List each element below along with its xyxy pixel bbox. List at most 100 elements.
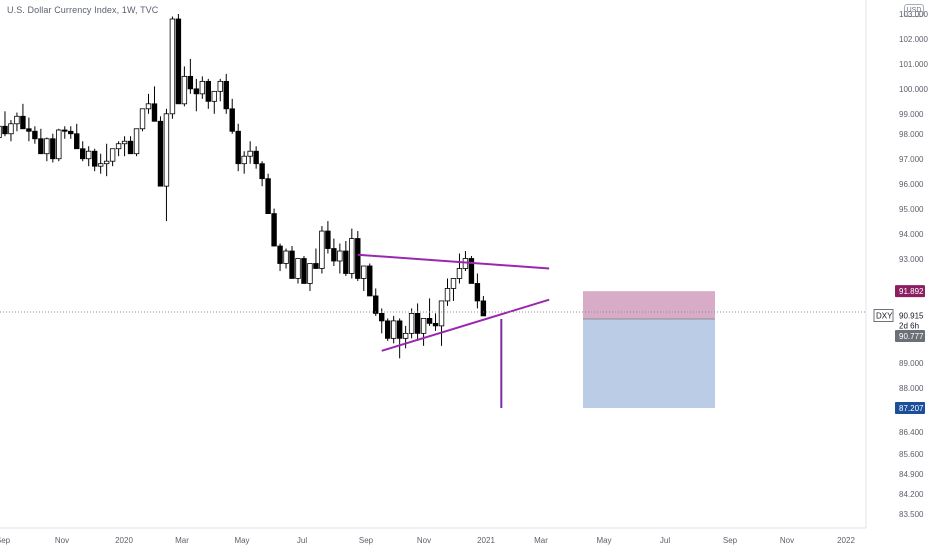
candle xyxy=(193,78,200,112)
price-tick-label: 83.500 xyxy=(899,510,924,519)
drawings[interactable] xyxy=(357,253,550,409)
target-price-label-bg xyxy=(895,402,925,415)
price-tick-label: 88.000 xyxy=(899,384,924,393)
candle-body-up xyxy=(181,75,188,105)
candle-body-up xyxy=(420,317,427,334)
candle-body-down xyxy=(343,250,349,274)
time-tick-label: Nov xyxy=(780,536,794,545)
candle-body-down xyxy=(80,148,86,160)
candle xyxy=(241,151,247,174)
trendline-support[interactable] xyxy=(381,298,550,352)
candle-body-down xyxy=(396,320,403,339)
currency-button[interactable]: USD xyxy=(904,4,924,17)
candle xyxy=(384,318,391,341)
candle xyxy=(259,161,265,187)
candle-body-up xyxy=(408,312,415,334)
stop-price-label-bg xyxy=(895,285,925,298)
candle-body-up xyxy=(337,250,343,262)
risk-zone[interactable] xyxy=(583,291,715,319)
candle-body-up xyxy=(438,300,445,327)
candle xyxy=(355,231,361,281)
candle xyxy=(44,137,50,162)
time-tick-label: Nov xyxy=(55,536,69,545)
time-tick-label: Sep xyxy=(723,536,738,545)
candle xyxy=(253,146,259,169)
candle-body-down xyxy=(289,250,295,279)
candle xyxy=(444,278,451,306)
candle xyxy=(295,258,301,284)
candle-body-down xyxy=(193,88,200,95)
trendline-resistance[interactable] xyxy=(357,253,550,270)
candle-body-down xyxy=(480,300,487,317)
time-tick-label: May xyxy=(234,536,249,545)
candle xyxy=(20,103,26,130)
candle xyxy=(480,295,487,317)
candle-body-up xyxy=(199,80,206,95)
candle-body-down xyxy=(229,108,235,132)
chart-title: U.S. Dollar Currency Index, 1W, TVC xyxy=(7,5,159,15)
price-tick-label: 89.000 xyxy=(899,359,924,368)
candle-body-up xyxy=(56,129,62,160)
price-tick-label: 99.000 xyxy=(899,110,924,119)
price-axis[interactable]: 103.000 102.000 101.000 100.000 99.000 98.000… xyxy=(899,10,928,519)
candle-body-down xyxy=(223,80,229,110)
candle xyxy=(133,128,140,157)
candle-body-down xyxy=(74,133,80,150)
candle-body-down xyxy=(68,130,74,135)
candle-body-down xyxy=(235,130,241,165)
candlestick-series xyxy=(0,14,487,359)
candle xyxy=(301,256,307,284)
candle-body-down xyxy=(127,140,134,155)
candle xyxy=(307,263,313,291)
candle-body-up xyxy=(14,115,20,125)
candle xyxy=(68,126,74,139)
candle-body-up xyxy=(247,150,253,157)
price-tick-label: 96.000 xyxy=(899,180,924,189)
candle-body-up xyxy=(8,123,14,135)
candle xyxy=(235,123,241,172)
candle xyxy=(438,300,445,346)
price-tick-label: 101.000 xyxy=(899,60,928,69)
candle xyxy=(390,315,397,344)
candle xyxy=(151,86,158,122)
candle xyxy=(325,221,331,254)
candle-body-down xyxy=(62,129,68,132)
candle-body-up xyxy=(163,113,170,187)
time-tick-label: Mar xyxy=(534,536,548,545)
candle xyxy=(62,126,68,139)
time-tick-label: 2021 xyxy=(477,536,495,545)
candle xyxy=(450,278,457,301)
candle xyxy=(91,148,98,172)
price-tick-label: 97.000 xyxy=(899,155,924,164)
candle xyxy=(349,228,355,279)
short-position-tool[interactable] xyxy=(583,291,715,409)
symbol-tag-bg xyxy=(873,309,894,322)
candle-body-down xyxy=(373,295,379,314)
candle xyxy=(187,58,194,94)
candle-body-down xyxy=(432,322,439,327)
candle-body-up xyxy=(402,332,409,339)
candle-body-up xyxy=(349,238,355,274)
last-price-label-bg xyxy=(895,309,925,322)
profit-zone[interactable] xyxy=(583,318,715,409)
candle xyxy=(121,136,128,157)
price-tick-label: 98.000 xyxy=(899,130,924,139)
bar-countdown: 2d 6h xyxy=(899,322,919,331)
candle-body-down xyxy=(355,238,361,279)
candle xyxy=(313,248,319,269)
candle xyxy=(103,143,110,177)
entry-price-label: 90.777 xyxy=(895,329,925,342)
time-axis[interactable]: Sep Nov 2020 Mar May Jul Sep Nov 2021 Mar May Jul Se… xyxy=(0,536,855,545)
candle-body-down xyxy=(187,75,194,90)
candle-body-down xyxy=(259,163,265,180)
candle-body-down xyxy=(205,80,211,102)
price-tick-label: 84.900 xyxy=(899,470,924,479)
candle xyxy=(337,243,343,274)
target-price-label: 87.207 xyxy=(895,402,925,415)
time-tick-label: 2020 xyxy=(115,536,133,545)
candle-body-up xyxy=(0,125,2,138)
candle-body-up xyxy=(241,155,247,165)
time-tick-label: Nov xyxy=(417,536,431,545)
